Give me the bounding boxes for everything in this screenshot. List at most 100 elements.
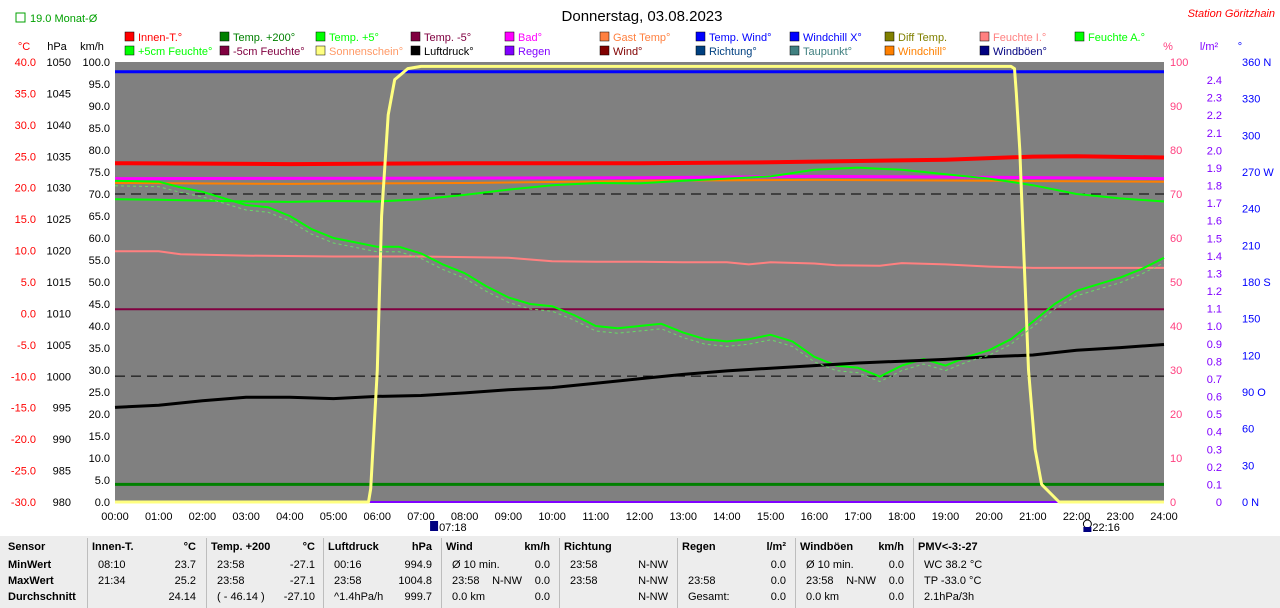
table-section-unit: °C <box>302 541 315 553</box>
hpa-tick-label: 980 <box>53 497 71 509</box>
table-divider <box>559 538 560 608</box>
table-section-title: PMV<-3:-27 <box>918 541 978 553</box>
axis-unit-right: % <box>1163 41 1173 53</box>
rain-tick-label: 2.2 <box>1207 110 1222 122</box>
temp-tick-label: -25.0 <box>11 466 36 478</box>
kmh-tick-label: 100.0 <box>82 57 110 69</box>
table-cell-value: 0.0 <box>534 559 550 571</box>
legend-swatch <box>979 31 990 42</box>
rain-tick-label: 0.2 <box>1207 462 1222 474</box>
direction-tick-label: 300 <box>1242 130 1260 142</box>
direction-tick-label: 90 O <box>1242 387 1266 399</box>
legend-label: Gast Temp° <box>613 32 670 44</box>
kmh-tick-label: 35.0 <box>89 343 110 355</box>
direction-tick-label: 60 <box>1242 424 1254 436</box>
legend-swatch <box>124 45 135 56</box>
series-line-dotted <box>114 185 1165 383</box>
table-cell-value: 0.0 <box>770 591 786 603</box>
table-cell-value: 0.0 <box>770 575 786 587</box>
hpa-tick-label: 1000 <box>47 371 71 383</box>
time-tick-label: 03:00 <box>232 511 260 523</box>
axis-unit-right: l/m² <box>1200 41 1219 53</box>
temp-tick-label: 25.0 <box>15 151 36 163</box>
temp-tick-label: 10.0 <box>15 246 36 258</box>
table-cell-time: 23:58 <box>452 575 480 587</box>
table-section-title: Luftdruck <box>328 541 379 553</box>
time-tick-label: 00:00 <box>101 511 129 523</box>
pct-tick-label: 40 <box>1170 321 1182 333</box>
table-cell-value: 23.7 <box>174 559 196 571</box>
pct-tick-label: 80 <box>1170 145 1182 157</box>
temp-tick-label: 5.0 <box>21 277 36 289</box>
axis-unit-right: ° <box>1238 41 1242 53</box>
weather-chart: °C hPa km/h% l/m² ° 40.0 35.0 30.0 25.0 20.0 15.0 1… <box>10 8 1275 534</box>
hpa-tick-label: 1050 <box>47 57 71 69</box>
legend-swatch <box>315 31 326 42</box>
kmh-tick-label: 0.0 <box>95 497 110 509</box>
legend-label: Windböen° <box>993 46 1047 58</box>
time-tick-label: 05:00 <box>320 511 348 523</box>
rain-tick-label: 1.4 <box>1207 251 1222 263</box>
direction-tick-label: 360 N <box>1242 57 1271 69</box>
time-tick-label: 02:00 <box>189 511 217 523</box>
rain-tick-label: 1.6 <box>1207 216 1222 228</box>
pct-tick-label: 70 <box>1170 189 1182 201</box>
table-cell-time: WC 38.2 °C <box>924 559 983 571</box>
table-cell-value: 1004.8 <box>398 575 432 587</box>
time-tick-label: 11:00 <box>582 511 609 523</box>
hpa-tick-label: 995 <box>53 403 71 415</box>
table-cell-time: 0.0 km <box>452 591 486 603</box>
sunset-base-icon <box>1083 527 1092 532</box>
temp-tick-label: -10.0 <box>11 371 36 383</box>
month-avg-label: 19.0 Monat-Ø <box>30 13 98 25</box>
time-tick-label: 04:00 <box>276 511 304 523</box>
legend-swatch <box>884 31 895 42</box>
legend-swatch <box>219 45 230 56</box>
table-section-title: Wind <box>446 541 473 553</box>
direction-tick-label: 330 <box>1242 94 1260 106</box>
table-section-title: Windböen <box>800 541 854 553</box>
rain-tick-label: 1.3 <box>1207 268 1222 280</box>
kmh-tick-label: 40.0 <box>89 321 110 333</box>
legend-label: Luftdruck° <box>424 46 474 58</box>
hpa-tick-label: 1035 <box>47 151 71 163</box>
table-cell-value: 994.9 <box>404 559 432 571</box>
table-cell-time: Ø 10 min. <box>452 559 500 571</box>
legend-swatch <box>504 31 515 42</box>
kmh-tick-label: 5.0 <box>95 475 110 487</box>
table-section-unit: °C <box>183 541 196 553</box>
table-cell-time: 23:58 <box>570 575 598 587</box>
kmh-tick-label: 10.0 <box>89 453 110 465</box>
table-cell-time: 23:58 <box>806 575 834 587</box>
hpa-tick-label: 1045 <box>47 88 71 100</box>
table-cell-time: 0.0 km <box>806 591 840 603</box>
plot-area <box>115 62 1164 502</box>
table-section: Richtung 23:58 N-NW 23:58 N-NW N-NW <box>564 538 676 608</box>
station-name: Station Göritzhain <box>1188 8 1275 20</box>
time-tick-label: 07:00 <box>407 511 435 523</box>
direction-tick-label: 0 N <box>1242 497 1259 509</box>
table-divider <box>677 538 678 608</box>
direction-tick-label: 270 W <box>1242 167 1274 179</box>
table-cell-value: 0.0 <box>888 591 904 603</box>
table-section: Innen-T. °C 08:10 23.7 21:34 25.2 24.14 <box>92 538 204 608</box>
table-cell-time: Gesamt: <box>688 591 730 603</box>
time-tick-label: 10:00 <box>538 511 566 523</box>
kmh-tick-label: 75.0 <box>89 167 110 179</box>
series-line-1 <box>114 174 1165 181</box>
table-section-unit: km/h <box>878 541 904 553</box>
hpa-tick-label: 1020 <box>47 246 71 258</box>
direction-tick-label: 30 <box>1242 460 1254 472</box>
time-tick-label: 13:00 <box>669 511 697 523</box>
legend-swatch <box>599 31 610 42</box>
table-cell-time: 00:16 <box>334 559 362 571</box>
table-cell-direction: N-NW <box>492 575 522 587</box>
table-cell-time: 23:58 <box>217 575 245 587</box>
legend-label: Temp. +5° <box>329 32 379 44</box>
table-cell-value: 25.2 <box>174 575 196 587</box>
hpa-tick-label: 985 <box>53 466 71 478</box>
kmh-tick-label: 60.0 <box>89 233 110 245</box>
hpa-tick-label: 1010 <box>47 308 71 320</box>
table-section-title: Innen-T. <box>92 541 134 553</box>
kmh-tick-label: 30.0 <box>89 365 110 377</box>
